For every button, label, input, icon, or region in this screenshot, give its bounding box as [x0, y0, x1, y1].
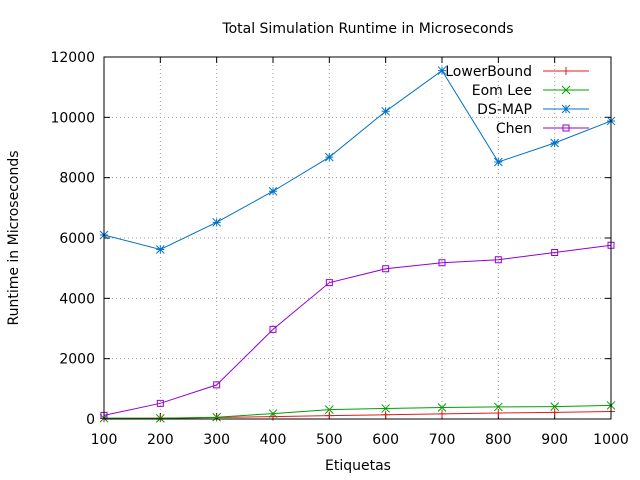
- data-point-lowerbound: [494, 408, 503, 417]
- legend-marker-eom-lee: [561, 85, 571, 95]
- legend: LowerBound Eom Lee DS-MAP Chen: [445, 64, 589, 137]
- x-tick-label: 1000: [593, 432, 629, 448]
- data-point-chen: [156, 399, 164, 407]
- legend-marker-lowerbound: [562, 67, 570, 75]
- x-tick-label: 100: [91, 432, 118, 448]
- axis-ticks: 0 2000 4000 6000 8000 10000 12000 100 200 300 400 5…: [50, 50, 628, 448]
- data-point-lowerbound: [550, 408, 559, 417]
- plot-frame: [103, 56, 612, 420]
- x-tick-label: 200: [147, 432, 174, 448]
- data-point-ds-map: [381, 106, 391, 116]
- data-point-lowerbound: [381, 410, 390, 419]
- chart-title: Total Simulation Runtime in Microseconds: [221, 21, 513, 37]
- legend-marker-ds-map: [561, 104, 571, 114]
- data-point-chen: [269, 325, 277, 333]
- data-point-eom-lee: [550, 402, 560, 411]
- data-point-ds-map: [493, 157, 503, 167]
- data-point-ds-map: [155, 245, 165, 254]
- x-tick-label: 900: [541, 432, 568, 448]
- y-tick-label: 0: [86, 412, 95, 428]
- x-tick-label: 700: [429, 432, 456, 448]
- data-point-eom-lee: [268, 409, 278, 418]
- data-point-ds-map: [437, 66, 447, 75]
- data-point-chen: [100, 411, 108, 419]
- x-tick-label: 800: [485, 432, 512, 448]
- data-point-chen: [325, 279, 333, 287]
- data-point-lowerbound: [438, 409, 446, 418]
- legend-label-chen: Chen: [496, 121, 532, 137]
- y-tick-label: 4000: [59, 291, 95, 307]
- series-line-lowerbound: [103, 410, 612, 419]
- x-tick-label: 400: [260, 432, 287, 448]
- data-point-chen: [438, 259, 446, 267]
- grid-lines: [104, 57, 611, 419]
- data-point-eom-lee: [324, 405, 334, 415]
- x-tick-label: 500: [316, 432, 343, 448]
- legend-marker-chen: [562, 124, 570, 132]
- plot-series: [99, 66, 616, 423]
- data-point-chen: [607, 241, 615, 249]
- x-tick-label: 300: [203, 432, 230, 448]
- data-point-ds-map: [550, 138, 560, 148]
- series-line-chen: [103, 244, 612, 416]
- y-tick-label: 10000: [50, 110, 95, 126]
- data-point-ds-map: [212, 217, 222, 227]
- y-axis-label: Runtime in Microseconds: [6, 150, 22, 325]
- series-line-eom-lee: [103, 404, 612, 419]
- series-line-ds-map: [103, 69, 612, 250]
- legend-label-lowerbound: LowerBound: [445, 64, 532, 80]
- y-tick-label: 12000: [50, 50, 95, 66]
- y-tick-label: 8000: [59, 171, 95, 187]
- data-point-ds-map: [324, 152, 334, 162]
- y-tick-label: 6000: [59, 231, 95, 247]
- series-ds-map: [99, 66, 616, 254]
- series-chen: [100, 241, 615, 419]
- x-axis-label: Etiquetas: [325, 458, 391, 474]
- x-tick-label: 600: [372, 432, 399, 448]
- series-lowerbound: [100, 407, 615, 423]
- data-point-chen: [382, 265, 390, 273]
- data-point-chen: [551, 248, 559, 256]
- data-point-lowerbound: [325, 411, 334, 420]
- data-point-chen: [494, 256, 502, 264]
- data-point-chen: [213, 381, 221, 389]
- data-point-ds-map: [268, 186, 278, 196]
- data-point-eom-lee: [493, 402, 503, 412]
- legend-label-eom-lee: Eom Lee: [472, 83, 532, 99]
- data-point-eom-lee: [381, 404, 391, 413]
- series-eom-lee: [99, 401, 616, 423]
- data-point-eom-lee: [155, 414, 165, 423]
- data-point-eom-lee: [212, 412, 222, 422]
- y-tick-label: 2000: [59, 352, 95, 368]
- legend-label-ds-map: DS-MAP: [477, 102, 532, 118]
- data-point-eom-lee: [437, 403, 447, 412]
